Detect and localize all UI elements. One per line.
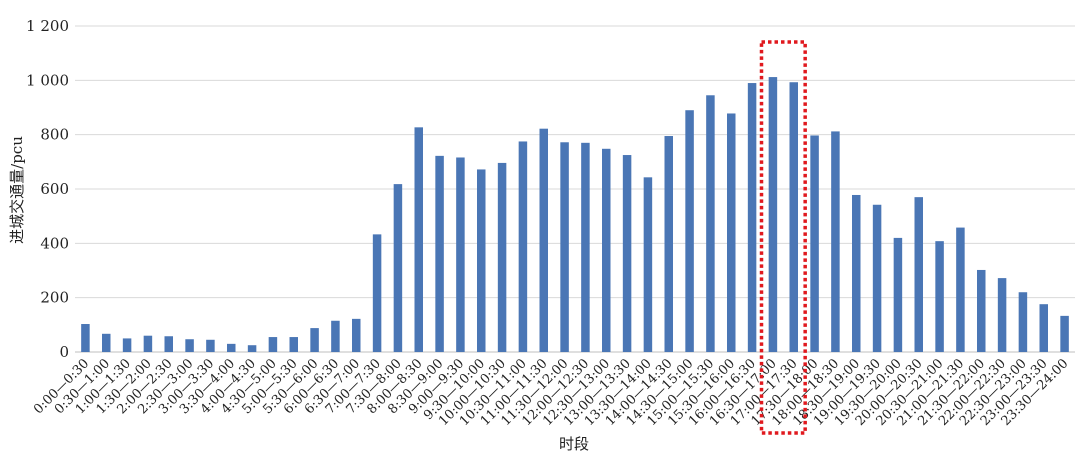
bar-7:00—7:30 — [372, 234, 382, 352]
bar-15:00—15:30 — [706, 95, 715, 353]
bar-16:00—16:30 — [747, 83, 757, 353]
bar-17:30—18:00 — [810, 135, 819, 352]
bar-14:00—14:30 — [664, 136, 673, 352]
y-tick-label: 1 200 — [26, 17, 69, 35]
x-axis-ticks: 0:00—0:300:30—1:001:00—1:301:30—2:002:00… — [31, 356, 1071, 429]
bar-14:30—15:00 — [685, 110, 694, 352]
x-axis-label: 时段 — [559, 435, 589, 453]
bar-17:00—17:30 — [789, 82, 798, 353]
bar-15:30—16:00 — [727, 113, 736, 352]
bar-18:00—18:30 — [831, 131, 840, 352]
bar-5:00—5:30 — [289, 337, 298, 352]
y-axis-ticks: 0 200 400 600 800 1 000 1 200 — [26, 17, 69, 361]
peak-highlight-box — [759, 40, 807, 435]
bar-0:00—0:30 — [81, 324, 90, 352]
bar-21:30—22:00 — [977, 269, 986, 352]
bar-9:30—10:00 — [477, 169, 486, 352]
bar-2:30—3:00 — [185, 339, 194, 352]
bar-22:00—22:30 — [997, 278, 1007, 352]
bar-10:00—10:30 — [497, 162, 507, 352]
bar-2:00—2:30 — [164, 336, 173, 352]
bar-8:30—9:00 — [435, 155, 444, 352]
bar-20:30—21:00 — [935, 241, 944, 352]
y-axis-label: 进城交通量/pcu — [8, 136, 26, 244]
bar-1:00—1:30 — [122, 338, 132, 352]
bar-6:30—7:00 — [352, 318, 361, 352]
bar-22:30—23:00 — [1018, 292, 1028, 352]
bar-18:30—19:00 — [852, 194, 861, 352]
bar-23:30—24:00 — [1060, 315, 1069, 352]
bar-12:30—13:00 — [602, 148, 611, 352]
bar-11:00—11:30 — [539, 128, 548, 352]
bar-13:00—13:30 — [622, 155, 632, 352]
bar-3:30—4:00 — [227, 343, 236, 352]
bar-8:00—8:30 — [414, 127, 423, 352]
bar-11:30—12:00 — [560, 142, 569, 352]
bar-20:00—20:30 — [914, 197, 923, 352]
bar-9:00—9:30 — [456, 157, 465, 352]
bar-19:00—19:30 — [872, 204, 882, 352]
bar-1:30—2:00 — [143, 335, 153, 352]
bar-21:00—21:30 — [956, 227, 965, 352]
bar-3:00—3:30 — [206, 339, 215, 352]
highlight-box-layer — [759, 40, 807, 435]
bar-4:30—5:00 — [268, 337, 278, 352]
bar-10:30—11:00 — [518, 141, 528, 352]
bars — [81, 77, 1069, 353]
bar-12:00—12:30 — [581, 142, 590, 352]
bar-16:30—17:00 — [768, 77, 778, 352]
bar-19:30—20:00 — [893, 237, 903, 352]
bar-13:30—14:00 — [643, 177, 653, 352]
y-tick-label: 200 — [40, 289, 69, 307]
bar-6:00—6:30 — [331, 320, 340, 352]
y-tick-label: 0 — [59, 343, 69, 361]
y-tick-label: 800 — [40, 126, 69, 144]
y-tick-label: 400 — [40, 234, 69, 252]
y-tick-label: 600 — [40, 180, 69, 198]
gridlines — [75, 25, 1075, 353]
y-tick-label: 1 000 — [26, 71, 69, 89]
bar-0:30—1:00 — [102, 333, 111, 352]
bar-4:00—4:30 — [247, 345, 257, 352]
bar-5:30—6:00 — [310, 328, 319, 352]
bar-7:30—8:00 — [393, 184, 403, 352]
bar-23:00—23:30 — [1039, 304, 1048, 352]
